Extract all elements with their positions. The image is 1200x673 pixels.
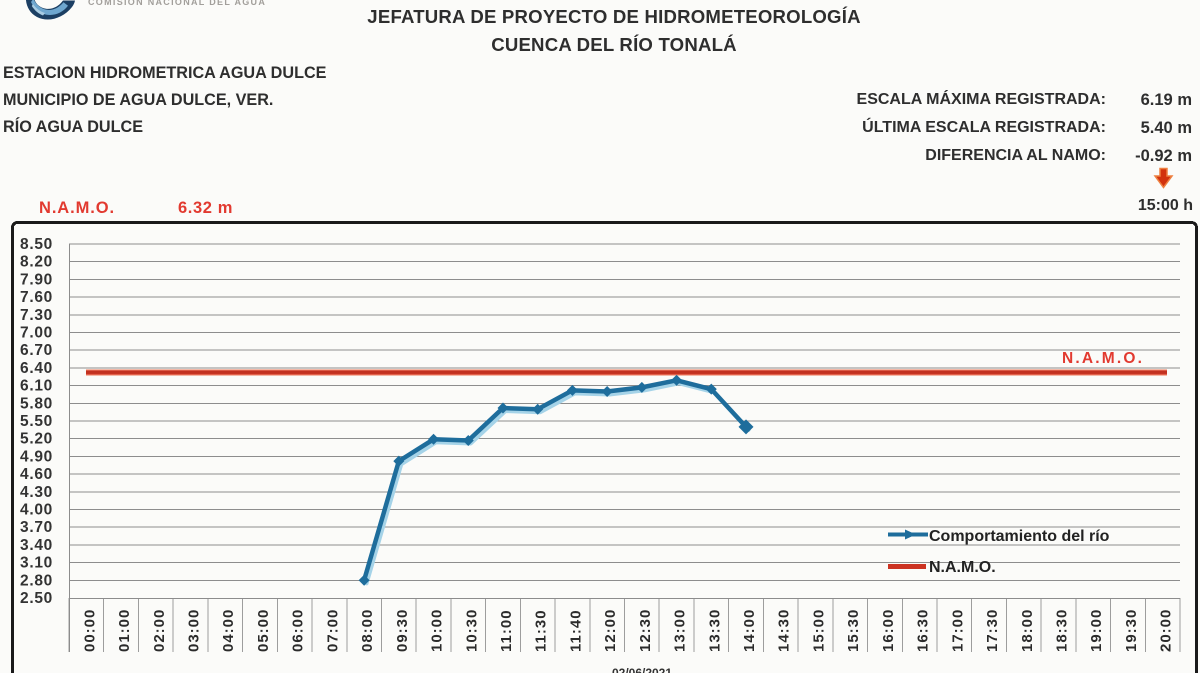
svg-text:05:00: 05:00 — [255, 609, 272, 652]
svg-text:7.30: 7.30 — [20, 307, 53, 324]
svg-text:14:30: 14:30 — [776, 609, 793, 652]
svg-text:2.50: 2.50 — [20, 590, 53, 607]
svg-text:4.00: 4.00 — [20, 502, 53, 519]
svg-text:08:00: 08:00 — [359, 609, 376, 652]
svg-text:19:30: 19:30 — [1123, 609, 1140, 652]
svg-text:N.A.M.O.: N.A.M.O. — [1062, 350, 1144, 367]
svg-text:13:30: 13:30 — [706, 609, 723, 652]
svg-text:3.40: 3.40 — [20, 537, 53, 554]
svg-text:04:00: 04:00 — [220, 609, 237, 652]
svg-text:8.50: 8.50 — [20, 236, 53, 253]
svg-text:7.00: 7.00 — [20, 325, 53, 342]
svg-text:8.20: 8.20 — [20, 254, 53, 271]
svg-text:12:00: 12:00 — [602, 609, 619, 652]
svg-text:18:00: 18:00 — [1019, 609, 1036, 652]
svg-text:11:40: 11:40 — [567, 609, 584, 652]
svg-text:6.40: 6.40 — [20, 360, 53, 377]
svg-text:06:00: 06:00 — [290, 609, 307, 652]
svg-text:2.80: 2.80 — [20, 572, 53, 589]
svg-text:15:00: 15:00 — [810, 609, 827, 652]
svg-text:12:30: 12:30 — [637, 609, 654, 652]
svg-text:7.60: 7.60 — [20, 289, 53, 306]
svg-text:20:00: 20:00 — [1158, 609, 1175, 652]
svg-text:10:30: 10:30 — [463, 609, 480, 652]
svg-text:02:00: 02:00 — [151, 609, 168, 652]
svg-text:5.20: 5.20 — [20, 431, 53, 448]
svg-text:19:00: 19:00 — [1088, 609, 1105, 652]
svg-text:10:00: 10:00 — [429, 609, 446, 652]
svg-text:Comportamiento del río: Comportamiento del río — [929, 528, 1110, 545]
svg-text:6.10: 6.10 — [20, 378, 53, 395]
svg-text:15:30: 15:30 — [845, 609, 862, 652]
svg-text:6.70: 6.70 — [20, 342, 53, 359]
svg-text:07:00: 07:00 — [324, 609, 341, 652]
svg-text:5.80: 5.80 — [20, 395, 53, 412]
svg-text:17:30: 17:30 — [984, 609, 1001, 652]
svg-text:3.70: 3.70 — [20, 519, 53, 536]
svg-text:13:00: 13:00 — [672, 609, 689, 652]
svg-text:02/06/2021: 02/06/2021 — [612, 666, 672, 673]
svg-text:5.50: 5.50 — [20, 413, 53, 430]
svg-text:4.30: 4.30 — [20, 484, 53, 501]
svg-text:3.10: 3.10 — [20, 555, 53, 572]
svg-text:17:00: 17:00 — [949, 609, 966, 652]
svg-text:4.60: 4.60 — [20, 466, 53, 483]
svg-text:7.90: 7.90 — [20, 271, 53, 288]
svg-text:09:30: 09:30 — [394, 609, 411, 652]
svg-text:03:00: 03:00 — [186, 609, 203, 652]
svg-text:18:30: 18:30 — [1053, 609, 1070, 652]
svg-text:N.A.M.O.: N.A.M.O. — [929, 559, 996, 576]
svg-text:01:00: 01:00 — [116, 609, 133, 652]
svg-text:16:00: 16:00 — [880, 609, 897, 652]
svg-text:14:00: 14:00 — [741, 609, 758, 652]
svg-text:16:30: 16:30 — [915, 609, 932, 652]
svg-text:4.90: 4.90 — [20, 448, 53, 465]
svg-text:00:00: 00:00 — [81, 609, 98, 652]
svg-text:11:00: 11:00 — [498, 609, 515, 652]
svg-text:11:30: 11:30 — [533, 609, 550, 652]
